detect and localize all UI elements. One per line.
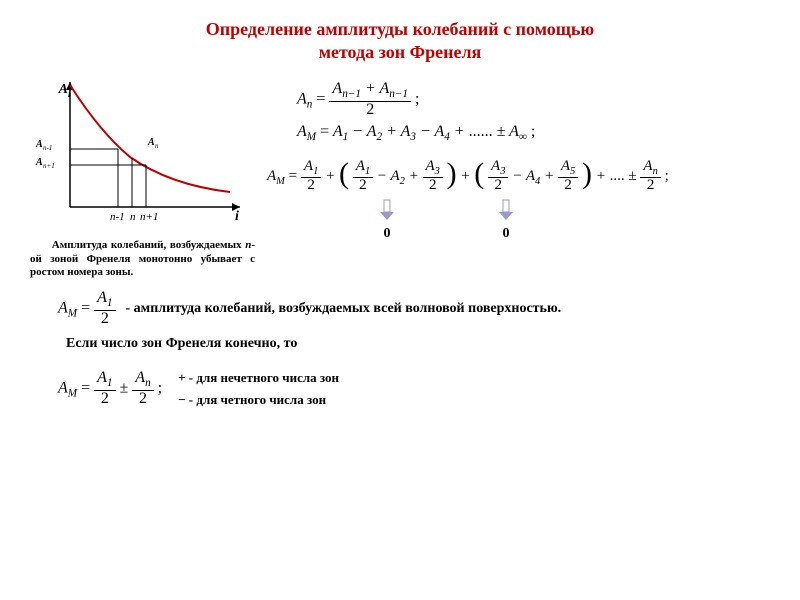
svg-text:A: A [147,137,155,148]
eq-am-grouped: AM = A12 + ( A12 − A2 + A32 ) + ( A32 − … [267,159,770,194]
chart-caption: Амплитуда колебаний, возбуждаемых n-ой з… [30,239,255,280]
note-odd: + - для нечетного числа зон [178,370,339,386]
svg-text:n-1: n-1 [43,144,52,152]
arrow-zero-2: 0 [496,199,516,242]
note-even: − - для четного числа зон [178,392,339,408]
finite-sign-notes: + - для нечетного числа зон − - для четн… [178,370,339,408]
title-l1: Определение амплитуды колебаний с помощь… [206,19,594,39]
svg-text:n+1: n+1 [43,162,55,170]
svg-text:n+1: n+1 [140,211,158,223]
svg-text:i: i [235,209,239,224]
eq-am-finite: AM = A12 ± An2 ; [58,370,162,408]
svg-text:n-1: n-1 [110,211,125,223]
eq-am-half: AM = A12 [58,290,116,328]
svg-text:A: A [58,82,68,97]
eq-am-series: AM = A1 − A2 + A3 − A4 + ...... ± A∞ ; [297,123,770,143]
page-title: Определение амплитуды колебаний с помощь… [30,18,770,65]
arrow-zero-1: 0 [377,199,397,242]
svg-text:n: n [155,142,159,150]
finite-condition: Если число зон Френеля конечно, то [66,336,770,352]
svg-text:A: A [35,157,43,168]
eq-an-mean: An = An−1 + An−12 ; [297,81,770,119]
svg-text:n: n [130,211,136,223]
eq-am-half-note: - амплитуда колебаний, возбуждаемых всей… [126,301,562,317]
title-l2: метода зон Френеля [319,42,482,62]
svg-text:A: A [35,139,43,150]
amplitude-chart: A i A n-1 A n+1 A n n-1 n n+1 i [30,77,255,232]
